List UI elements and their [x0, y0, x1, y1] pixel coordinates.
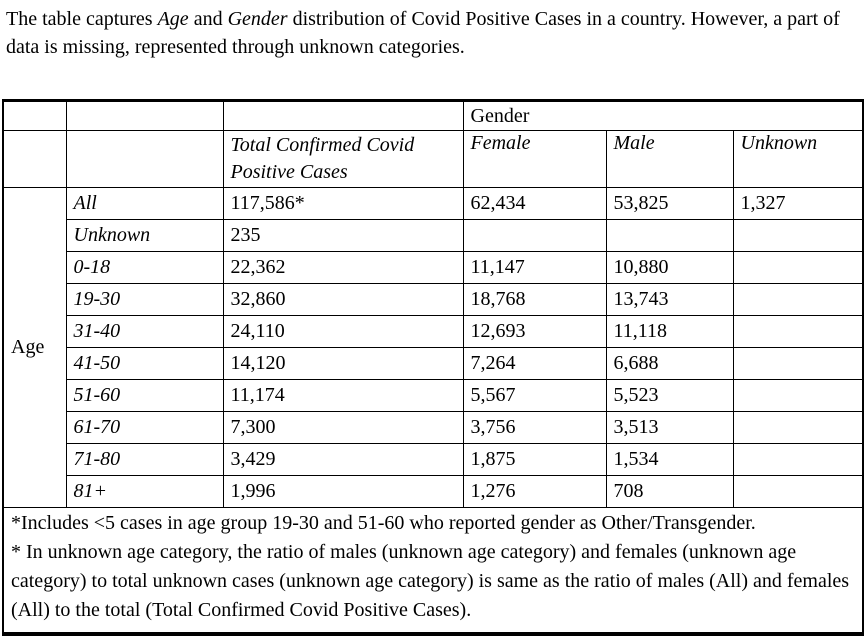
- footnote-row: *Includes <5 cases in age group 19-30 an…: [2, 507, 864, 634]
- total-cases-value: 32,860: [222, 283, 464, 316]
- total-cases-column-header: Total Confirmed Covid Positive Cases: [222, 130, 464, 188]
- female-value: 3,756: [462, 411, 607, 444]
- age-group-label: 41-50: [65, 347, 224, 380]
- total-cases-value: 235: [222, 219, 464, 252]
- intro-text-3: distribution of Covid Positive Cases in …: [6, 8, 840, 58]
- male-value: 53,825: [605, 187, 734, 220]
- male-value: [605, 219, 734, 252]
- table-row-81plus: 81+ 1,996 1,276 708: [3, 475, 864, 508]
- total-cases-value: 24,110: [222, 315, 464, 348]
- age-group-label: 0-18: [65, 251, 224, 284]
- female-value: 62,434: [462, 187, 607, 220]
- table-row-41-50: 41-50 14,120 7,264 6,688: [3, 347, 864, 380]
- unknown-value: [732, 379, 864, 412]
- footnote-cell: *Includes <5 cases in age group 19-30 an…: [2, 507, 864, 634]
- female-value: [462, 219, 607, 252]
- male-value: 1,534: [605, 443, 734, 476]
- age-group-label: 81+: [65, 475, 224, 508]
- unknown-value: [732, 315, 864, 348]
- empty-corner-cell: [222, 100, 464, 131]
- male-value: 13,743: [605, 283, 734, 316]
- male-value: 3,513: [605, 411, 734, 444]
- age-group-label: 71-80: [65, 443, 224, 476]
- table-row-61-70: 61-70 7,300 3,756 3,513: [3, 411, 864, 444]
- total-cases-value: 1,996: [222, 475, 464, 508]
- intro-age-word: Age: [157, 8, 189, 30]
- female-value: 1,276: [462, 475, 607, 508]
- covid-age-gender-table: Gender Total Confirmed Covid Positive Ca…: [2, 99, 865, 636]
- empty-corner-cell: [2, 130, 67, 188]
- table-row-unknown: Unknown 235: [3, 219, 864, 252]
- footnote-asterisk-1: *Includes <5 cases in age group 19-30 an…: [11, 512, 756, 534]
- age-group-label: 31-40: [65, 315, 224, 348]
- age-row-group-header: Age: [2, 187, 67, 508]
- total-cases-value: 22,362: [222, 251, 464, 284]
- unknown-value: [732, 251, 864, 284]
- total-cases-value: 3,429: [222, 443, 464, 476]
- empty-corner-cell: [65, 130, 224, 188]
- unknown-value: [732, 411, 864, 444]
- age-group-label: Unknown: [65, 219, 224, 252]
- table-row-71-80: 71-80 3,429 1,875 1,534: [3, 443, 864, 476]
- table-row-51-60: 51-60 11,174 5,567 5,523: [3, 379, 864, 412]
- female-value: 12,693: [462, 315, 607, 348]
- unknown-value: 1,327: [732, 187, 864, 220]
- empty-corner-cell: [65, 100, 224, 131]
- intro-text-1: The table captures: [6, 8, 158, 30]
- female-value: 5,567: [462, 379, 607, 412]
- female-value: 18,768: [462, 283, 607, 316]
- total-cases-value: 14,120: [222, 347, 464, 380]
- table-row-31-40: 31-40 24,110 12,693 11,118: [3, 315, 864, 348]
- unknown-value: [732, 283, 864, 316]
- unknown-value: [732, 443, 864, 476]
- footnote-asterisk-2: * In unknown age category, the ratio of …: [11, 541, 850, 621]
- intro-paragraph: The table captures Age and Gender distri…: [0, 0, 866, 61]
- table-row-all: Age All 117,586* 62,434 53,825 1,327: [2, 187, 864, 508]
- female-value: 7,264: [462, 347, 607, 380]
- total-cases-value: 7,300: [222, 411, 464, 444]
- male-column-header: Male: [605, 130, 734, 188]
- age-group-label: 19-30: [65, 283, 224, 316]
- male-value: 10,880: [605, 251, 734, 284]
- intro-text-2: and: [188, 8, 228, 30]
- unknown-value: [732, 219, 864, 252]
- unknown-column-header: Unknown: [732, 130, 864, 188]
- unknown-value: [732, 347, 864, 380]
- gender-group-header: Gender: [462, 100, 864, 131]
- total-cases-value: 11,174: [222, 379, 464, 412]
- unknown-value: [732, 475, 864, 508]
- male-value: 6,688: [605, 347, 734, 380]
- female-value: 1,875: [462, 443, 607, 476]
- total-cases-value: 117,586*: [222, 187, 464, 220]
- male-value: 5,523: [605, 379, 734, 412]
- table-row-19-30: 19-30 32,860 18,768 13,743: [3, 283, 864, 316]
- female-value: 11,147: [462, 251, 607, 284]
- male-value: 708: [605, 475, 734, 508]
- gender-header-row: Gender: [2, 100, 864, 131]
- age-group-label: 61-70: [65, 411, 224, 444]
- empty-corner-cell: [2, 100, 67, 131]
- age-group-label: 51-60: [65, 379, 224, 412]
- female-column-header: Female: [462, 130, 607, 188]
- column-header-row: Total Confirmed Covid Positive Cases Fem…: [2, 130, 864, 188]
- male-value: 11,118: [605, 315, 734, 348]
- age-group-label: All: [65, 187, 224, 220]
- intro-gender-word: Gender: [227, 8, 288, 30]
- table-row-0-18: 0-18 22,362 11,147 10,880: [3, 251, 864, 284]
